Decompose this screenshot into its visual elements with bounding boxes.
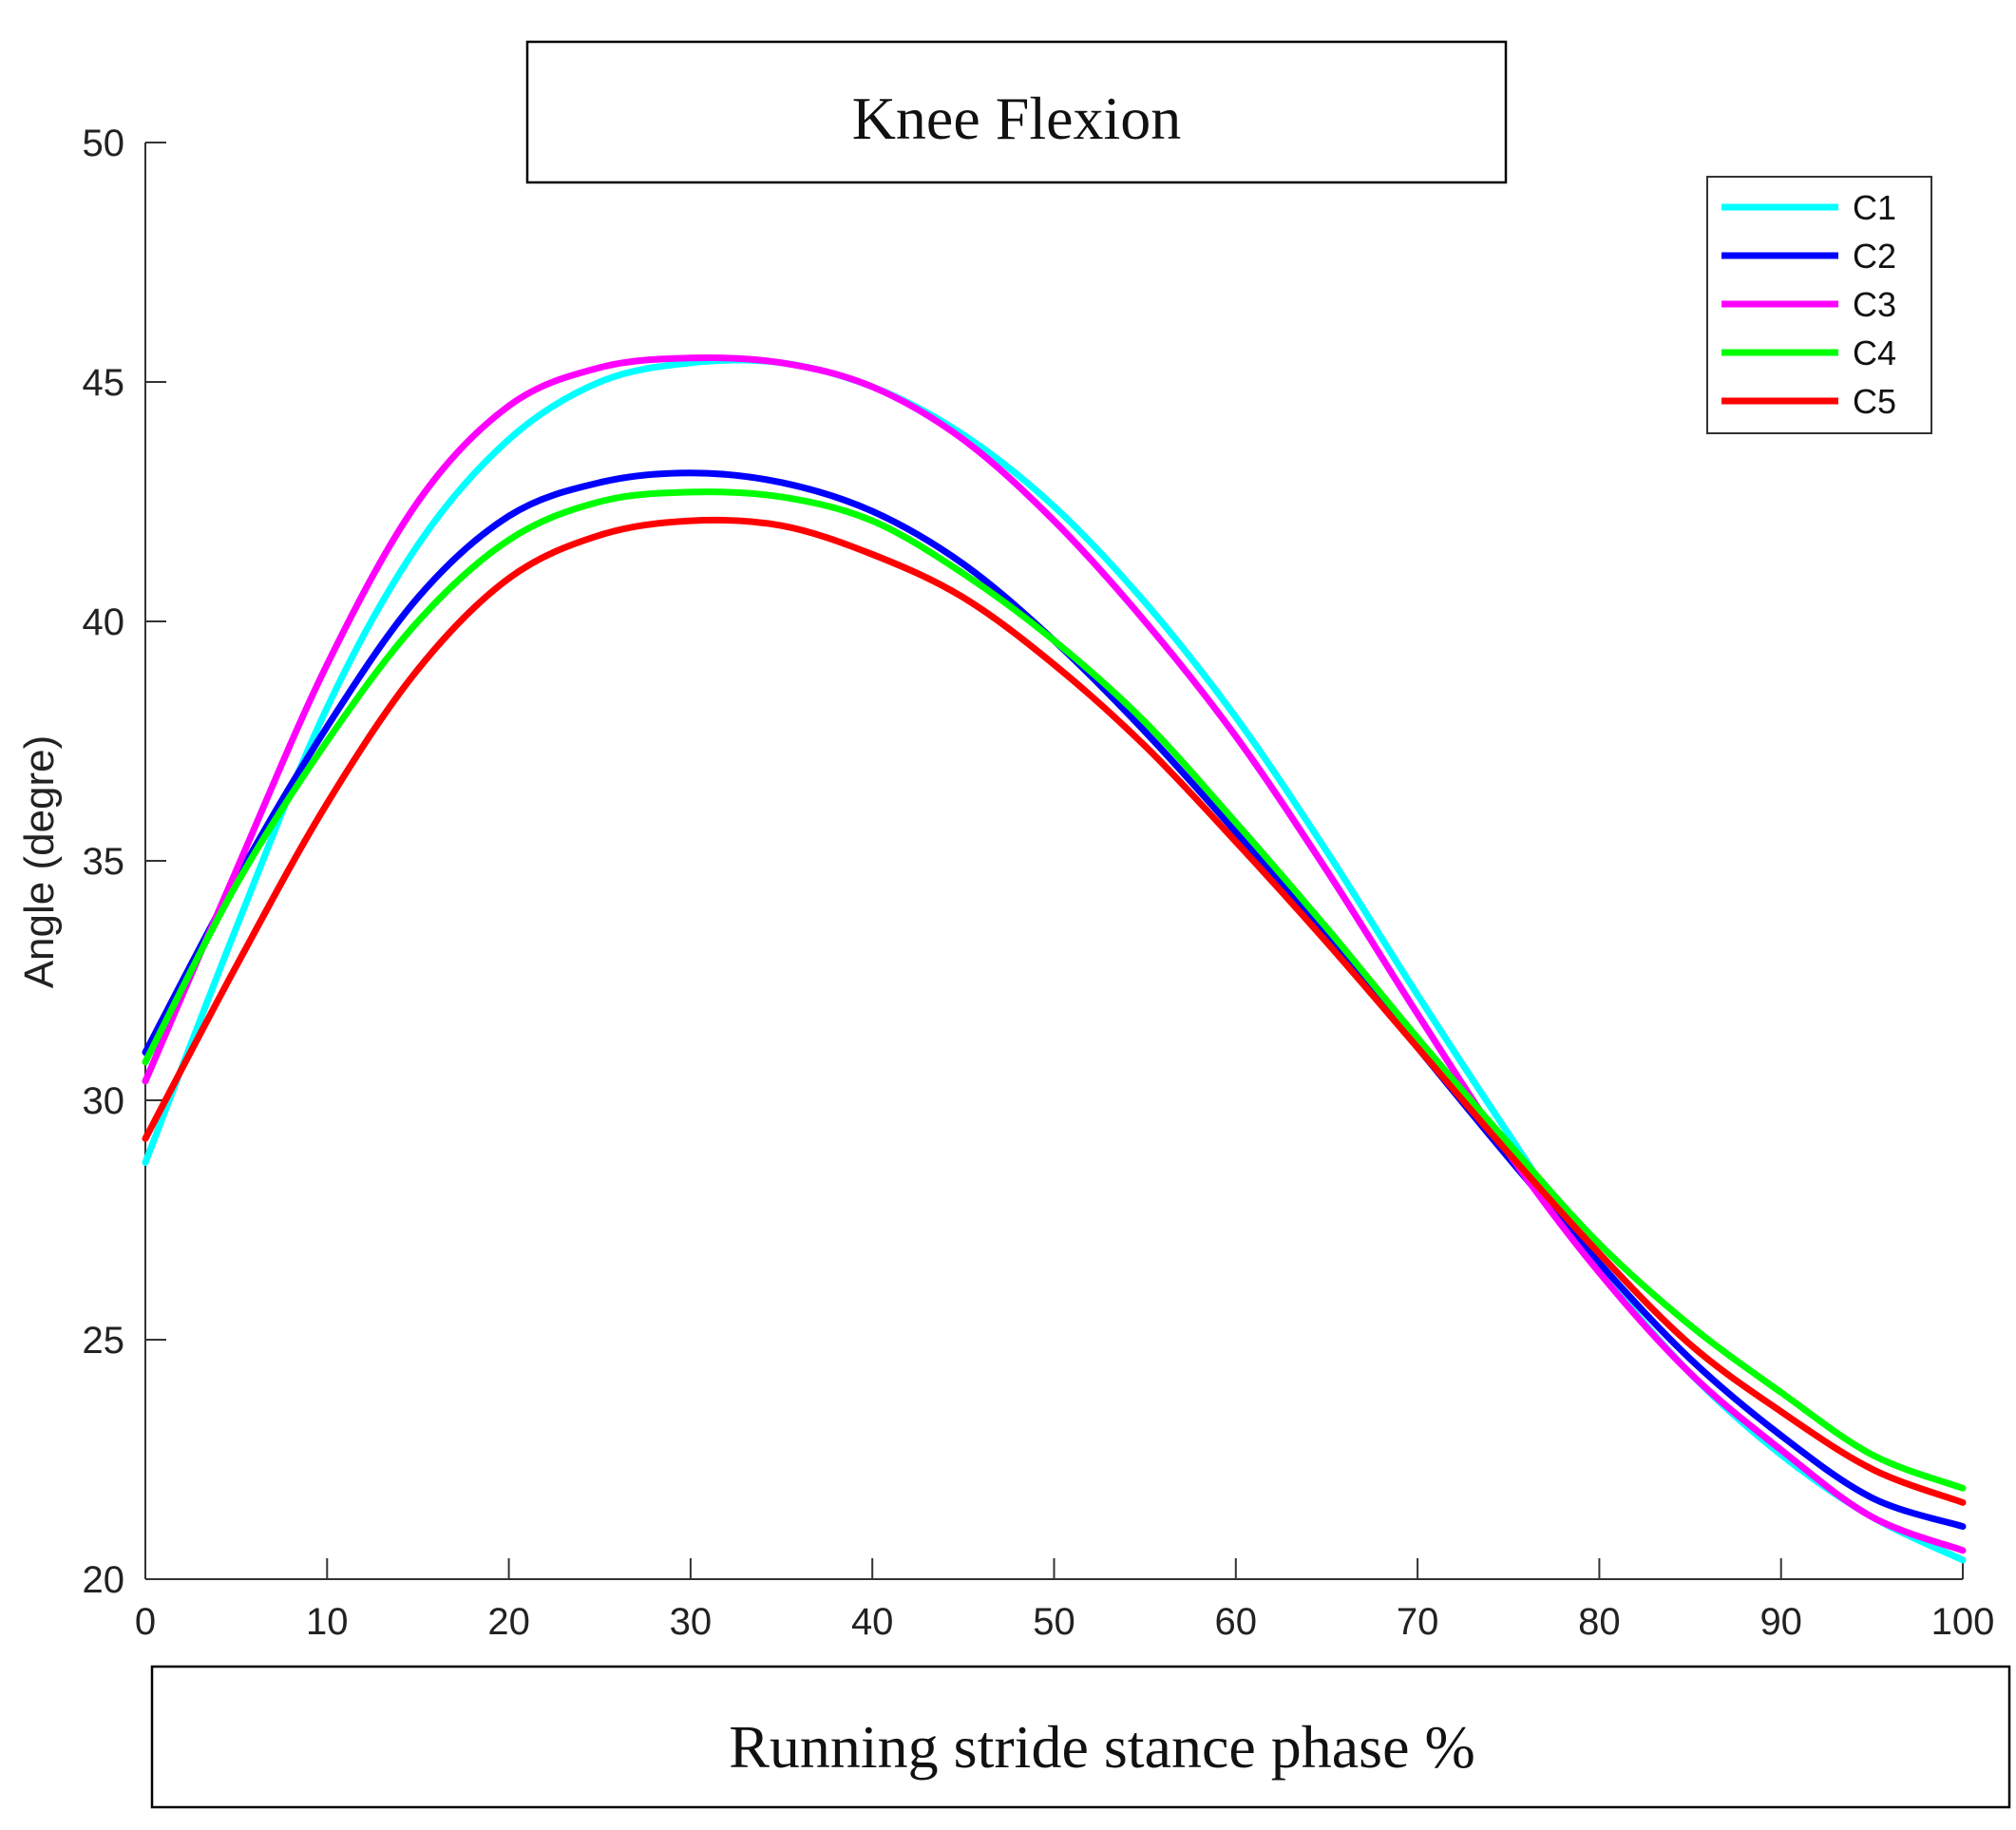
- x-tick-label: 80: [1578, 1601, 1621, 1643]
- series-line-c2: [142, 469, 1967, 1531]
- series-line-c1: [142, 356, 1967, 1564]
- x-tick-label: 90: [1759, 1601, 1802, 1643]
- x-tick-label: 60: [1215, 1601, 1258, 1643]
- x-tick-label: 10: [306, 1601, 349, 1643]
- title-frame: [525, 40, 1508, 184]
- series-line-c3: [142, 354, 1967, 1554]
- y-tick-label: 40: [83, 601, 125, 643]
- x-tick-label: 0: [135, 1601, 156, 1643]
- series-line-c4: [142, 488, 1967, 1492]
- y-tick-label: 30: [83, 1080, 125, 1122]
- legend-label-c2: C2: [1853, 237, 1896, 276]
- legend-label-c5: C5: [1853, 382, 1896, 421]
- series-line-c5: [142, 516, 1967, 1506]
- x-axis-label: Running stride stance phase %: [729, 1713, 1475, 1781]
- y-tick-label: 35: [83, 841, 125, 883]
- legend-label-c3: C3: [1853, 285, 1896, 324]
- axes: 20 25 30 35 40 45 50 0 10 20 30 40 50 60 70 80 90 100: [83, 123, 1995, 1643]
- xlabel-box: Running stride stance phase %: [150, 1665, 2011, 1809]
- title-box: Knee Flexion: [525, 40, 1508, 184]
- y-tick-label: 25: [83, 1320, 125, 1362]
- x-tick-label: 20: [487, 1601, 530, 1643]
- series-layer: [142, 354, 1967, 1564]
- y-tick-label: 50: [83, 123, 125, 164]
- x-tick-label: 30: [670, 1601, 713, 1643]
- chart-title: Knee Flexion: [852, 85, 1182, 152]
- x-tick-label: 70: [1397, 1601, 1439, 1643]
- x-tick-label: 100: [1931, 1601, 1995, 1643]
- legend-label-c1: C1: [1853, 188, 1896, 227]
- y-tick-label: 45: [83, 362, 125, 404]
- xlabel-frame: [150, 1665, 2011, 1809]
- x-tick-label: 40: [851, 1601, 894, 1643]
- y-tick-label: 20: [83, 1559, 125, 1601]
- y-axis-label: Angle (degre): [16, 735, 63, 989]
- legend-label-c4: C4: [1853, 334, 1896, 372]
- x-tick-label: 50: [1033, 1601, 1075, 1643]
- legend: C1 C2 C3 C4 C5: [1706, 176, 1932, 434]
